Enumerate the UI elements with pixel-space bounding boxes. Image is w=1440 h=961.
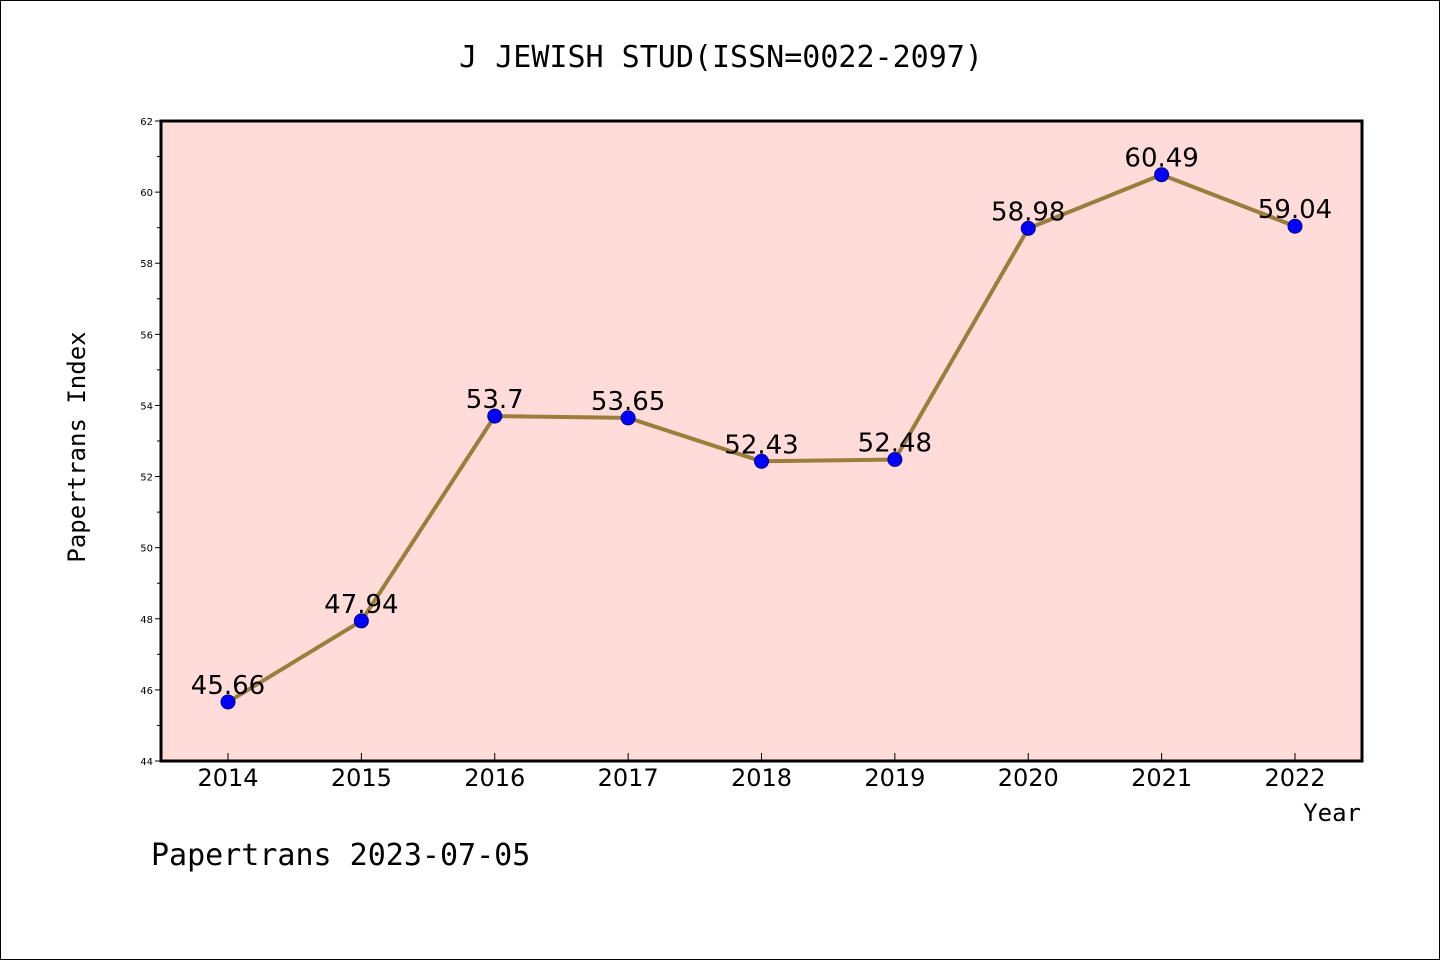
y-axis: 44 46 48 50 52 54 56 58 60 62	[140, 117, 161, 768]
plot-border	[159, 119, 1364, 763]
x-tick-label: 2017	[598, 764, 659, 792]
data-label-2016: 53.7	[466, 385, 524, 415]
x-tick-label: 2015	[331, 764, 392, 792]
y-tick-label: 58	[140, 259, 153, 270]
y-axis-label: Papertrans Index	[63, 331, 91, 562]
y-tick-label: 56	[140, 330, 153, 341]
data-series: 45.66 47.94 53.7 53.65 52.43 52.48 58.98 60.49 5…	[191, 144, 1332, 710]
data-label-2022: 59.04	[1258, 195, 1332, 225]
y-tick-label: 62	[140, 117, 153, 128]
y-tick-label: 52	[140, 473, 153, 484]
y-tick-label: 50	[140, 544, 153, 555]
x-tick-label: 2016	[464, 764, 525, 792]
data-label-2021: 60.49	[1124, 144, 1198, 174]
data-label-2019: 52.48	[858, 428, 932, 458]
data-label-2018: 52.43	[724, 430, 798, 460]
x-axis: 2014 2015 2016 2017 2018 2019 2020 2021 2022	[197, 753, 1326, 792]
data-point-2016	[487, 408, 503, 424]
data-point-2018	[754, 453, 769, 469]
data-label-2020: 58.98	[991, 197, 1065, 227]
x-axis-label: Year	[1303, 799, 1361, 827]
data-point-2017	[620, 410, 636, 426]
data-label-2014: 45.66	[191, 671, 265, 701]
x-tick-label: 2021	[1131, 764, 1192, 792]
x-tick-label: 2018	[731, 764, 792, 792]
y-tick-label: 44	[140, 757, 153, 768]
plot-area	[161, 121, 1362, 761]
y-tick-label: 48	[140, 615, 153, 626]
footer-date-stamp: Papertrans 2023-07-05	[151, 838, 530, 873]
y-tick-label: 60	[140, 188, 153, 199]
data-point-2019	[887, 451, 903, 467]
data-point-2021	[1154, 167, 1170, 183]
data-point-2020	[1020, 220, 1036, 236]
x-tick-label: 2019	[864, 764, 925, 792]
data-point-2015	[353, 613, 369, 629]
data-label-2015: 47.94	[324, 590, 398, 620]
chart-title: J JEWISH STUD(ISSN=0022-2097)	[459, 40, 983, 75]
data-label-2017: 53.65	[591, 387, 665, 417]
y-tick-label: 46	[140, 686, 153, 697]
x-tick-label: 2022	[1264, 764, 1325, 792]
data-point-2014	[220, 694, 236, 710]
data-point-2022	[1287, 218, 1303, 234]
y-tick-label: 54	[140, 401, 153, 412]
x-tick-label: 2014	[197, 764, 258, 792]
x-tick-label: 2020	[998, 764, 1059, 792]
